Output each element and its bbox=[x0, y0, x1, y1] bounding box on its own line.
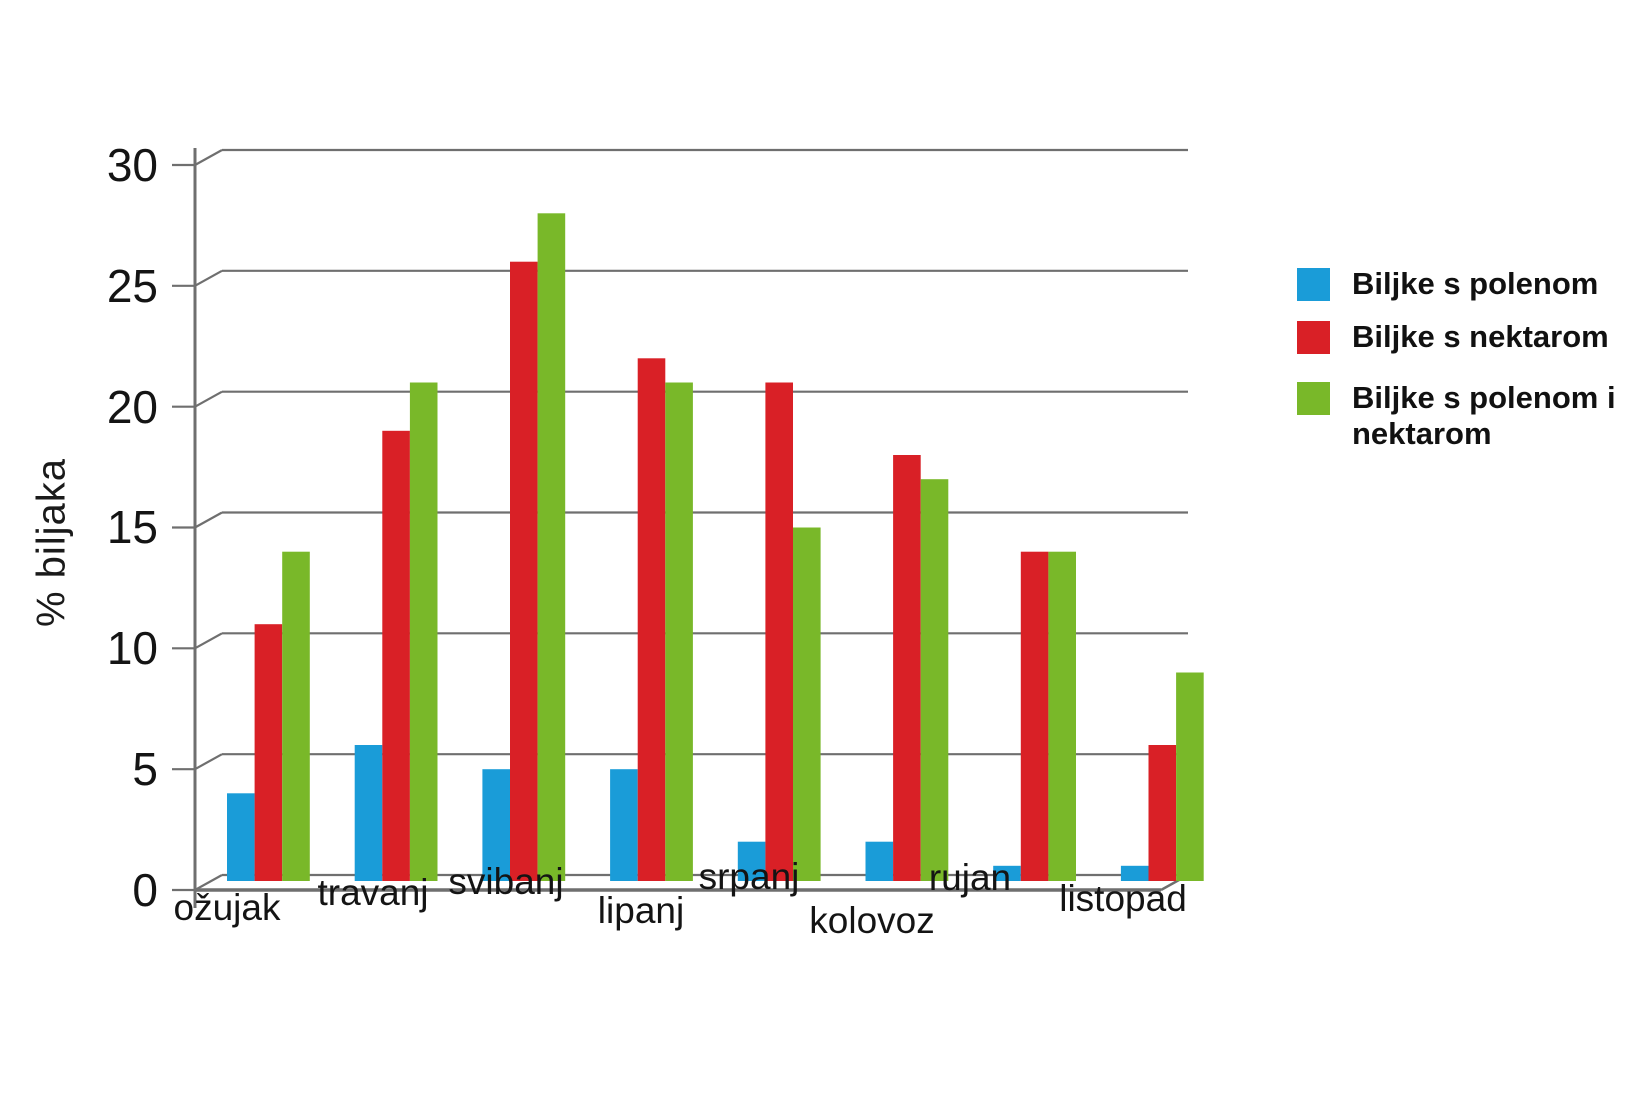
y-tick-label: 15 bbox=[106, 501, 158, 554]
bar-rujan-biljke-s-polenom bbox=[993, 865, 1021, 881]
bar-srpanj-biljke-s-polenom-i-nektarom bbox=[793, 527, 821, 881]
legend-item-polenom-i-nektarom: Biljke s polenom i nektarom bbox=[1297, 380, 1627, 452]
y-tick-label: 30 bbox=[106, 138, 158, 191]
legend-swatch-polenom bbox=[1297, 268, 1330, 301]
legend-label-nektarom: Biljke s nektarom bbox=[1352, 319, 1609, 354]
bar-travanj-biljke-s-nektarom bbox=[382, 430, 410, 881]
bar-ožujak-biljke-s-polenom-i-nektarom bbox=[282, 551, 310, 881]
x-axis-label-lipanj: lipanj bbox=[597, 890, 685, 931]
x-axis-label-kolovoz: kolovoz bbox=[809, 900, 935, 941]
y-tick-label: 10 bbox=[106, 622, 158, 675]
bar-listopad-biljke-s-polenom-i-nektarom bbox=[1176, 672, 1204, 881]
y-tick-label: 5 bbox=[132, 743, 158, 796]
legend-item-nektarom: Biljke s nektarom bbox=[1297, 319, 1627, 355]
bar-lipanj-biljke-s-polenom bbox=[610, 769, 638, 881]
gridline-depth-joint bbox=[194, 269, 223, 287]
x-axis-label-ožujak: ožujak bbox=[173, 887, 281, 928]
bar-travanj-biljke-s-polenom bbox=[354, 745, 383, 881]
x-axis-label-rujan: rujan bbox=[928, 857, 1012, 898]
bar-ožujak-biljke-s-polenom bbox=[227, 793, 255, 881]
x-axis-label-travanj: travanj bbox=[317, 872, 429, 913]
legend-swatch-nektarom bbox=[1297, 321, 1330, 354]
legend-label-polenom-i-nektarom: Biljke s polenom i nektarom bbox=[1352, 380, 1616, 451]
bar-lipanj-biljke-s-polenom-i-nektarom bbox=[665, 382, 693, 881]
x-axis-label-srpanj: srpanj bbox=[698, 856, 800, 897]
bar-travanj-biljke-s-polenom-i-nektarom bbox=[409, 382, 438, 881]
bar-srpanj-biljke-s-polenom bbox=[737, 841, 766, 881]
gridline-depth-joint bbox=[194, 632, 223, 650]
legend-swatch-polenom-i-nektarom bbox=[1297, 382, 1330, 415]
bar-rujan-biljke-s-polenom-i-nektarom bbox=[1048, 551, 1076, 881]
gridline-depth-joint bbox=[194, 390, 223, 408]
gridline-depth-joint bbox=[194, 753, 223, 771]
bar-ožujak-biljke-s-nektarom bbox=[254, 624, 283, 881]
y-tick-label: 25 bbox=[106, 259, 158, 312]
bar-kolovoz-biljke-s-polenom-i-nektarom bbox=[920, 479, 949, 881]
bar-srpanj-biljke-s-nektarom bbox=[765, 382, 793, 881]
gridline-depth-joint bbox=[194, 511, 223, 529]
bar-svibanj-biljke-s-nektarom bbox=[510, 261, 538, 881]
bar-listopad-biljke-s-nektarom bbox=[1148, 745, 1177, 881]
bar-kolovoz-biljke-s-polenom bbox=[865, 841, 894, 881]
bar-listopad-biljke-s-polenom bbox=[1120, 865, 1149, 881]
legend-item-polenom: Biljke s polenom bbox=[1297, 266, 1627, 302]
legend-label-polenom: Biljke s polenom bbox=[1352, 266, 1599, 301]
y-tick-label: 20 bbox=[106, 380, 158, 433]
gridline-depth-joint bbox=[194, 149, 223, 166]
bar-kolovoz-biljke-s-nektarom bbox=[893, 455, 921, 881]
bar-svibanj-biljke-s-polenom-i-nektarom bbox=[537, 213, 566, 882]
bar-rujan-biljke-s-nektarom bbox=[1020, 551, 1049, 881]
x-axis-label-svibanj: svibanj bbox=[448, 861, 564, 902]
bar-svibanj-biljke-s-polenom bbox=[482, 769, 510, 881]
gridline-depth-joint bbox=[194, 874, 223, 891]
y-tick-label: 0 bbox=[132, 864, 158, 916]
bar-lipanj-biljke-s-nektarom bbox=[637, 358, 666, 881]
x-axis-label-listopad: listopad bbox=[1059, 878, 1187, 919]
